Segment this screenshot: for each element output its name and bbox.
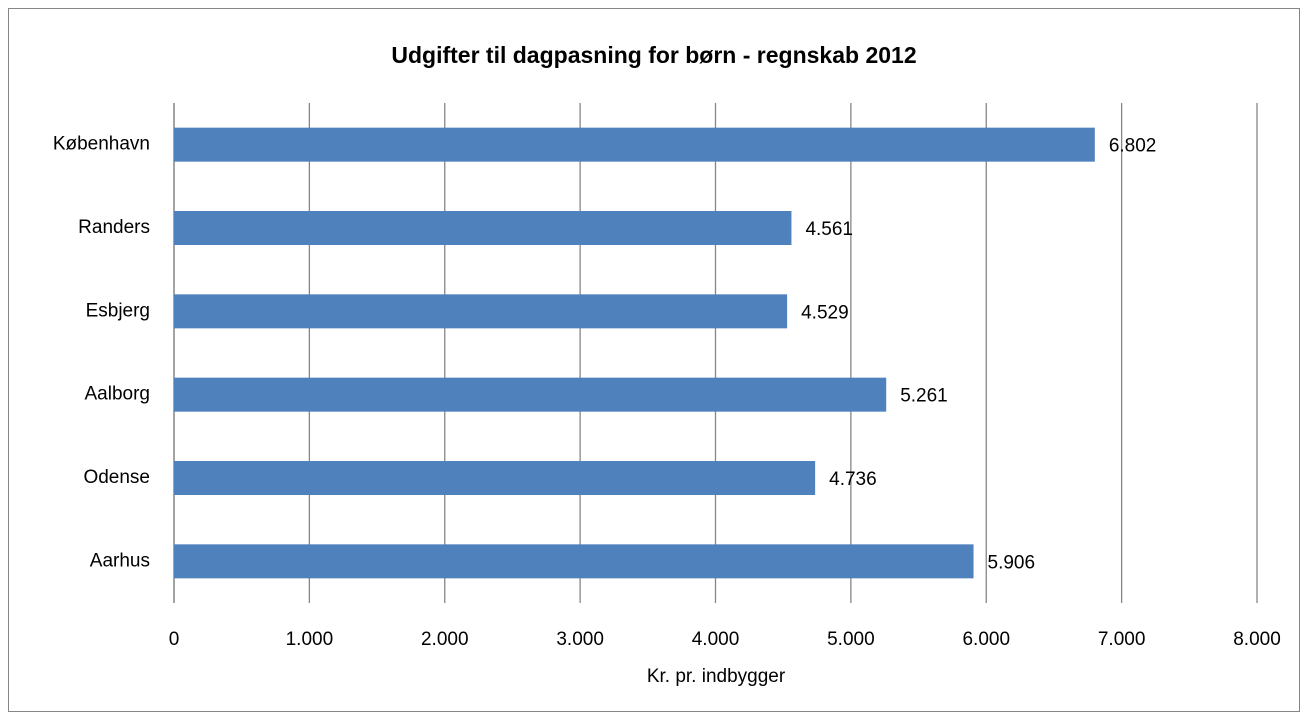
x-tick-label: 7.000 — [1098, 629, 1146, 650]
x-tick-label: 1.000 — [286, 629, 334, 650]
x-tick-label: 0 — [169, 629, 180, 650]
value-label: 4.561 — [805, 219, 853, 240]
y-tick-label: København — [53, 134, 150, 155]
value-label: 5.906 — [988, 552, 1036, 573]
x-tick-label: 6.000 — [962, 629, 1010, 650]
bar — [174, 544, 974, 579]
y-tick-label: Aarhus — [90, 550, 150, 571]
bar — [174, 211, 792, 245]
bar — [174, 377, 887, 412]
value-label: 4.736 — [829, 469, 877, 490]
value-label: 5.261 — [900, 386, 948, 407]
x-tick-label: 4.000 — [692, 629, 740, 650]
value-label: 6.802 — [1109, 136, 1157, 157]
x-tick-label: 5.000 — [827, 629, 875, 650]
bar — [174, 294, 788, 329]
chart-border — [8, 8, 1300, 712]
y-tick-label: Esbjerg — [86, 300, 150, 321]
x-tick-label: 3.000 — [556, 629, 604, 650]
y-tick-label: Randers — [78, 217, 150, 238]
bar — [174, 461, 816, 495]
x-tick-label: 8.000 — [1233, 629, 1281, 650]
y-tick-label: Aalborg — [85, 384, 151, 405]
value-label: 4.529 — [801, 302, 849, 323]
bar — [174, 127, 1095, 162]
x-tick-label: 2.000 — [421, 629, 469, 650]
y-tick-label: Odense — [83, 467, 150, 488]
x-axis-label: Kr. pr. indbygger — [647, 666, 786, 687]
chart-title: Udgifter til dagpasning for børn - regns… — [391, 42, 916, 68]
